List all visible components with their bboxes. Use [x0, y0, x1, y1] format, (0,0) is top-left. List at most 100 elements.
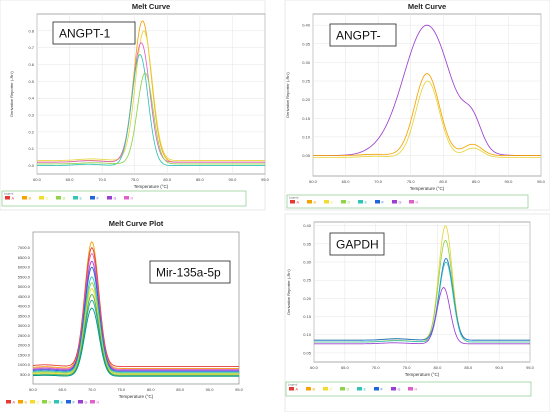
- legend-entry: B: [25, 400, 28, 404]
- x-tick-label: 90.0: [229, 177, 238, 182]
- legend-entry: E: [61, 400, 64, 404]
- x-tick-label: 80.0: [163, 177, 172, 182]
- x-axis-label: Temperature (°C): [119, 394, 154, 399]
- legend-label: Legend: [289, 195, 299, 199]
- legend-swatch: [307, 200, 312, 204]
- legend-entry: C: [37, 400, 40, 404]
- legend-swatch: [374, 387, 379, 391]
- gene-label: ANGPT-1: [59, 27, 111, 41]
- legend-entry: E: [365, 200, 368, 204]
- legend-swatch: [6, 400, 11, 404]
- legend-entry: F: [381, 387, 384, 391]
- y-tick-label: 0.35: [302, 41, 311, 46]
- legend-swatch: [42, 400, 47, 404]
- x-tick-label: 95.0: [526, 365, 535, 370]
- y-tick-label: 6000.0: [18, 265, 31, 270]
- y-tick-label: 0.3: [28, 113, 34, 118]
- y-tick-label: 0.5: [28, 79, 34, 84]
- series-line-3: [313, 80, 541, 158]
- legend-entry: F: [73, 400, 76, 404]
- legend-entry: B: [314, 200, 317, 204]
- series-line-2: [37, 30, 265, 161]
- series-line-4: [37, 54, 265, 167]
- x-tick-label: 60.0: [33, 177, 42, 182]
- y-tick-label: 0.10: [303, 332, 312, 337]
- x-tick-label: 60.0: [310, 365, 319, 370]
- y-tick-label: 7000.0: [18, 245, 31, 250]
- legend-swatch: [5, 196, 10, 200]
- y-tick-label: 0.7: [28, 45, 34, 50]
- y-axis-label: Derivative Reporter (-Rn'): [9, 71, 14, 117]
- y-tick-label: 0.40: [303, 223, 312, 228]
- y-tick-label: 0.25: [303, 278, 312, 283]
- chart-title: Melt Curve: [132, 2, 170, 11]
- x-axis-label: Temperature (°C): [410, 186, 445, 191]
- legend-swatch: [408, 387, 413, 391]
- y-tick-label: 0.1: [28, 146, 34, 151]
- x-tick-label: 95.0: [261, 177, 270, 182]
- legend-entry: G: [399, 200, 402, 204]
- x-tick-label: 95.0: [537, 179, 546, 184]
- legend-swatch: [39, 196, 44, 200]
- legend-label: Legend: [4, 191, 14, 195]
- legend-swatch: [90, 400, 95, 404]
- y-tick-label: 6500.0: [18, 255, 31, 260]
- legend-entry: H: [97, 400, 100, 404]
- legend-swatch: [22, 196, 27, 200]
- x-tick-label: 90.0: [206, 387, 215, 392]
- x-tick-label: 90.0: [495, 365, 504, 370]
- gene-label: Mir-135a-5p: [156, 266, 221, 280]
- y-tick-label: 0.20: [303, 296, 312, 301]
- x-tick-label: 75.0: [403, 365, 412, 370]
- y-tick-label: 0.4: [28, 96, 34, 101]
- legend-swatch: [409, 200, 414, 204]
- series-line-2: [313, 73, 541, 156]
- x-tick-label: 85.0: [196, 177, 205, 182]
- y-tick-label: 2500.0: [18, 333, 31, 338]
- y-tick-label: 0.20: [302, 97, 311, 102]
- series-line-6: [32, 276, 239, 373]
- legend-entry: G: [114, 196, 117, 200]
- gene-label-box: [329, 232, 385, 256]
- legend-entry: C: [46, 196, 49, 200]
- y-axis-label: Derivative Reporter (-Rn'): [286, 269, 291, 315]
- y-tick-label: 0.2: [28, 129, 34, 134]
- legend-swatch: [324, 200, 329, 204]
- x-tick-label: 60.0: [309, 179, 318, 184]
- legend-entry: G: [85, 400, 88, 404]
- plot-area: [32, 231, 240, 385]
- legend-entry: B: [313, 387, 316, 391]
- x-tick-label: 95.0: [235, 387, 244, 392]
- x-tick-label: 70.0: [88, 387, 97, 392]
- x-tick-label: 85.0: [464, 365, 473, 370]
- legend-entry: G: [398, 387, 401, 391]
- y-tick-label: 0.15: [303, 314, 312, 319]
- series-line-3: [314, 258, 530, 341]
- legend-swatch: [391, 387, 396, 391]
- x-tick-label: 75.0: [131, 177, 140, 182]
- x-tick-label: 80.0: [147, 387, 156, 392]
- y-tick-label: 0.35: [303, 241, 312, 246]
- legend-entry: A: [12, 196, 15, 200]
- legend-entry: A: [297, 200, 300, 204]
- legend-swatch: [375, 200, 380, 204]
- x-tick-label: 70.0: [98, 177, 107, 182]
- y-tick-label: 3500.0: [18, 313, 31, 318]
- legend-entry: H: [131, 196, 134, 200]
- chart-title: Melt Curve Plot: [109, 219, 164, 228]
- legend-swatch: [78, 400, 83, 404]
- legend-entry: F: [382, 200, 385, 204]
- legend-swatch: [56, 196, 61, 200]
- gene-label-box: [329, 23, 397, 47]
- x-tick-label: 80.0: [439, 179, 448, 184]
- legend-swatch: [54, 400, 59, 404]
- y-tick-label: 0.0: [28, 163, 34, 168]
- legend-entry: E: [80, 196, 83, 200]
- y-tick-label: 5500.0: [18, 274, 31, 279]
- legend-swatch: [90, 196, 95, 200]
- series-line-3: [37, 42, 265, 163]
- legend-entry: C: [331, 200, 334, 204]
- legend-frame: [286, 194, 529, 209]
